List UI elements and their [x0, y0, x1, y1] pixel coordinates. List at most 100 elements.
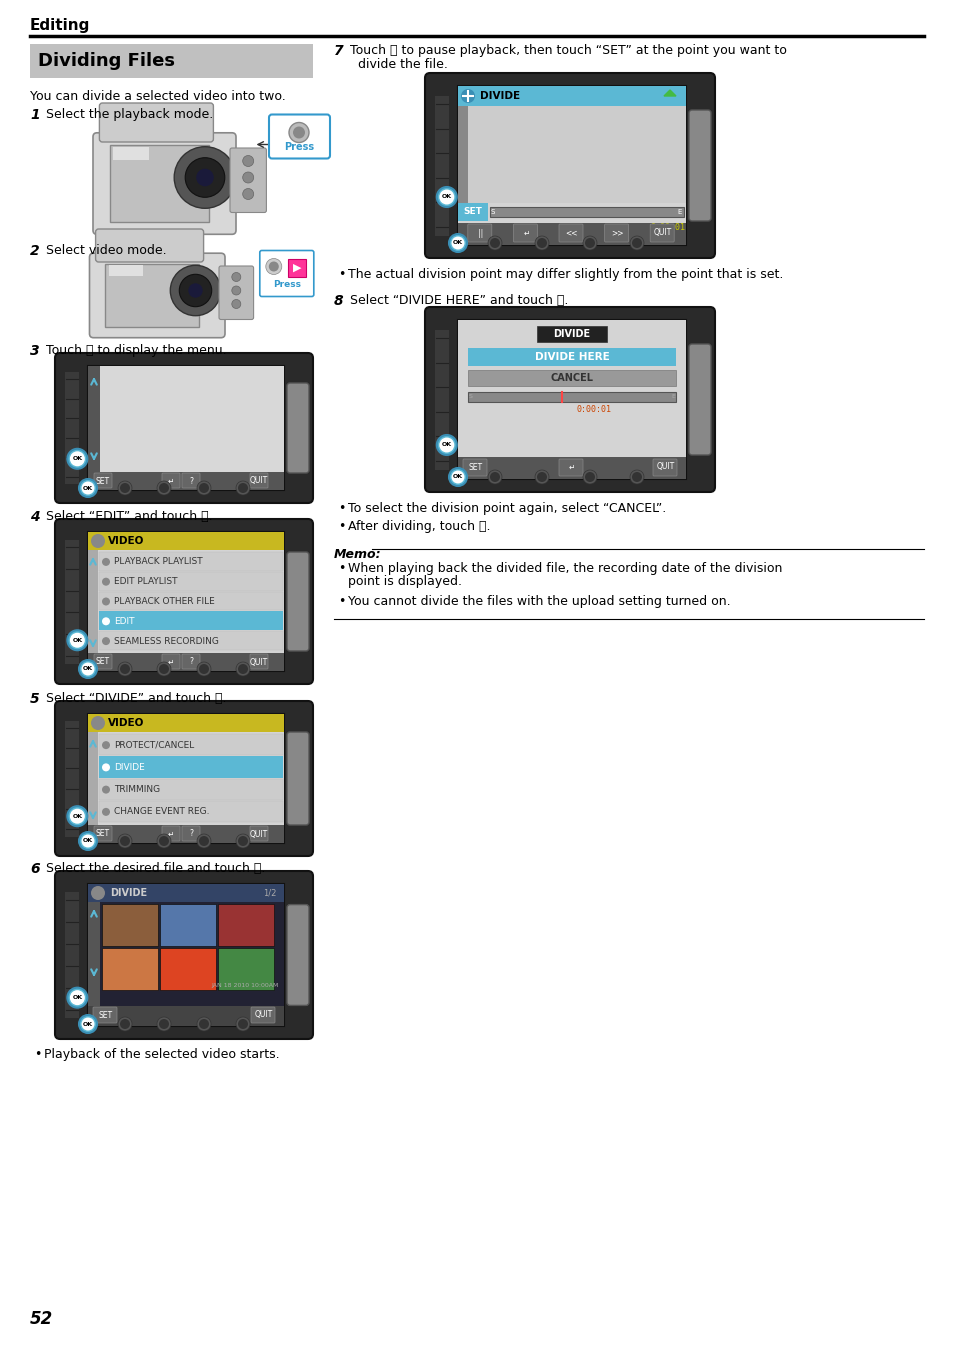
- FancyBboxPatch shape: [558, 224, 582, 242]
- Text: Playback of the selected video starts.: Playback of the selected video starts.: [44, 1048, 279, 1061]
- Bar: [88, 714, 284, 732]
- Circle shape: [102, 637, 110, 645]
- FancyBboxPatch shape: [250, 826, 268, 841]
- Bar: [65, 540, 79, 663]
- Text: DIVIDE: DIVIDE: [113, 763, 145, 772]
- Text: OK: OK: [72, 995, 82, 1000]
- Bar: [30, 45, 313, 78]
- Circle shape: [460, 89, 475, 103]
- Bar: [88, 714, 284, 842]
- Bar: [435, 96, 449, 235]
- Text: 1: 1: [30, 108, 40, 122]
- Bar: [88, 825, 284, 842]
- Text: SET: SET: [463, 208, 482, 216]
- Bar: [102, 904, 158, 946]
- Text: OK: OK: [72, 814, 82, 818]
- Circle shape: [584, 238, 595, 248]
- Text: OK: OK: [441, 443, 452, 447]
- Text: Select the desired file and touch Ⓞ.: Select the desired file and touch Ⓞ.: [46, 863, 265, 875]
- Circle shape: [266, 258, 281, 274]
- Circle shape: [68, 988, 88, 1007]
- Text: 0:00:01: 0:00:01: [650, 223, 685, 232]
- Text: You can divide a selected video into two.: You can divide a selected video into two…: [30, 90, 286, 103]
- Text: >>: >>: [611, 228, 623, 238]
- Bar: [88, 884, 284, 902]
- Circle shape: [196, 834, 211, 848]
- Circle shape: [269, 262, 278, 271]
- Text: QUIT: QUIT: [654, 228, 672, 238]
- Circle shape: [70, 809, 85, 824]
- Circle shape: [196, 169, 213, 186]
- Circle shape: [91, 535, 105, 548]
- FancyBboxPatch shape: [90, 254, 225, 338]
- Circle shape: [159, 483, 169, 493]
- Bar: [102, 948, 158, 990]
- FancyBboxPatch shape: [182, 653, 200, 670]
- Text: After dividing, touch Ⓞ.: After dividing, touch Ⓞ.: [348, 520, 490, 533]
- Circle shape: [631, 472, 641, 482]
- Circle shape: [199, 836, 209, 846]
- Text: Dividing Files: Dividing Files: [38, 53, 174, 70]
- Bar: [65, 721, 79, 837]
- Text: ||: ||: [477, 228, 483, 238]
- Circle shape: [118, 481, 132, 495]
- Bar: [88, 366, 284, 490]
- Bar: [105, 263, 198, 327]
- Circle shape: [118, 1017, 132, 1031]
- Text: divide the file.: divide the file.: [357, 58, 447, 72]
- Bar: [457, 86, 685, 244]
- Text: CANCEL: CANCEL: [550, 373, 593, 383]
- Circle shape: [582, 470, 597, 485]
- Bar: [457, 320, 685, 479]
- Circle shape: [490, 238, 499, 248]
- Circle shape: [237, 483, 248, 493]
- Text: 5: 5: [30, 693, 40, 706]
- Text: ?: ?: [189, 657, 193, 667]
- Bar: [65, 373, 79, 485]
- Text: EDIT PLAYLIST: EDIT PLAYLIST: [113, 578, 177, 586]
- Text: point is displayed.: point is displayed.: [348, 575, 461, 589]
- Circle shape: [237, 664, 248, 674]
- Circle shape: [438, 189, 454, 204]
- Circle shape: [436, 188, 456, 207]
- Text: ?: ?: [189, 829, 193, 838]
- Text: PROTECT/CANCEL: PROTECT/CANCEL: [113, 741, 194, 749]
- Circle shape: [120, 836, 130, 846]
- Circle shape: [70, 990, 85, 1006]
- Circle shape: [235, 662, 250, 676]
- Text: JAN 18 2010 10:00AM: JAN 18 2010 10:00AM: [212, 983, 278, 988]
- Circle shape: [91, 886, 105, 900]
- Circle shape: [629, 470, 643, 485]
- Text: PLAYBACK PLAYLIST: PLAYBACK PLAYLIST: [113, 558, 202, 567]
- Bar: [88, 714, 284, 842]
- Circle shape: [102, 617, 110, 625]
- Circle shape: [196, 1017, 211, 1031]
- Bar: [110, 144, 209, 221]
- FancyBboxPatch shape: [250, 472, 268, 487]
- FancyBboxPatch shape: [467, 224, 492, 242]
- Text: Select “EDIT” and touch Ⓞ.: Select “EDIT” and touch Ⓞ.: [46, 510, 213, 522]
- Text: ↵: ↵: [568, 463, 575, 471]
- Circle shape: [81, 834, 94, 848]
- Bar: [88, 366, 284, 490]
- Circle shape: [235, 481, 250, 495]
- Text: The actual division point may differ slightly from the point that is set.: The actual division point may differ sli…: [348, 269, 782, 281]
- Text: DIVIDE: DIVIDE: [110, 888, 147, 898]
- Bar: [99, 734, 283, 755]
- Text: SEAMLESS RECORDING: SEAMLESS RECORDING: [113, 637, 218, 645]
- Circle shape: [102, 558, 110, 566]
- Circle shape: [81, 482, 94, 494]
- Bar: [99, 779, 283, 799]
- Text: VIDEO: VIDEO: [108, 536, 144, 545]
- Text: •: •: [34, 1048, 41, 1061]
- Text: ↵: ↵: [522, 228, 529, 238]
- Circle shape: [242, 155, 253, 166]
- Text: OK: OK: [83, 838, 93, 844]
- Text: •: •: [337, 520, 345, 533]
- Bar: [457, 458, 685, 479]
- Circle shape: [438, 437, 454, 452]
- Circle shape: [159, 664, 169, 674]
- Text: SET: SET: [96, 477, 110, 486]
- Text: <<: <<: [565, 228, 578, 238]
- Circle shape: [102, 807, 110, 815]
